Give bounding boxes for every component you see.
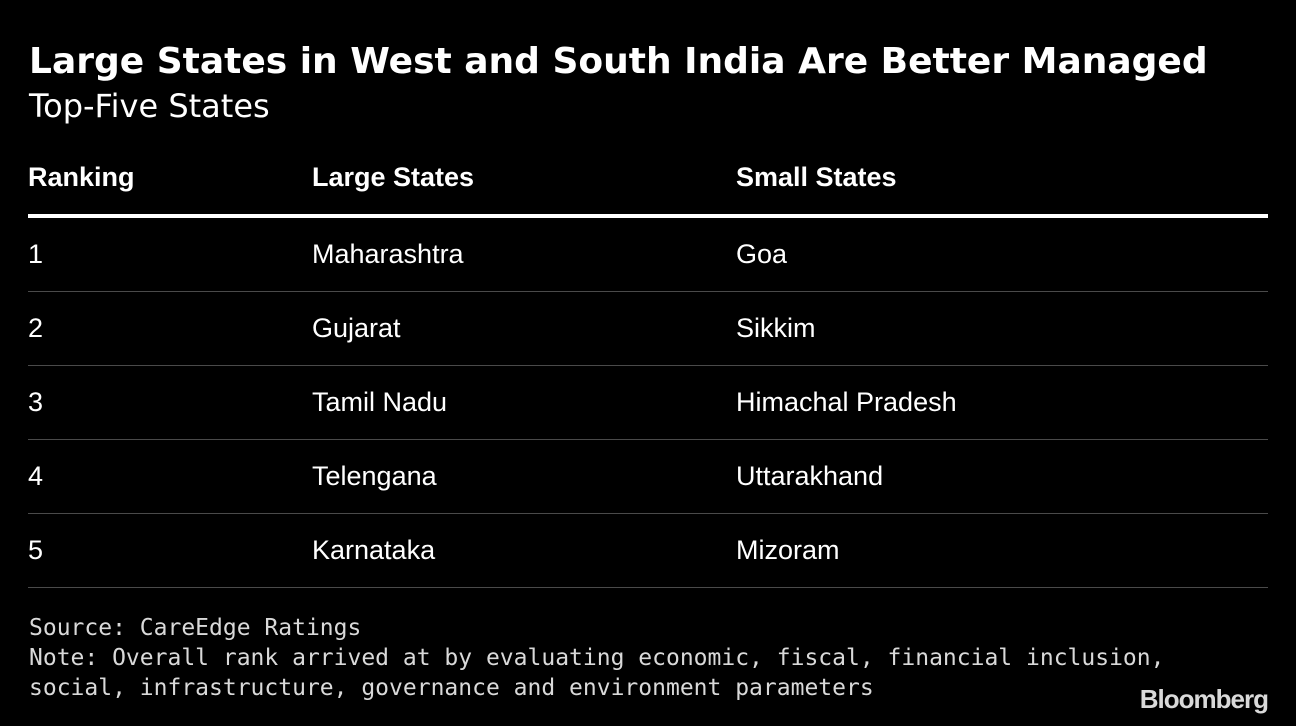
chart-title: Large States in West and South India Are… [29,41,1208,82]
large-state-cell: Karnataka [312,513,736,588]
small-state-cell: Mizoram [736,513,1268,588]
large-state-cell: Maharashtra [312,216,736,292]
chart-footer: Source: CareEdge Ratings Note: Overall r… [29,613,1164,703]
large-state-cell: Tamil Nadu [312,365,736,440]
column-header-ranking: Ranking [28,140,312,218]
methodology-note-line-2: social, infrastructure, governance and e… [29,675,874,701]
large-state-cell: Gujarat [312,291,736,366]
rank-cell: 2 [28,291,312,366]
small-state-cell: Uttarakhand [736,439,1268,514]
chart-subtitle: Top-Five States [29,87,270,125]
table-row: 1 Maharashtra Goa [28,216,1268,292]
table-row: 5 Karnataka Mizoram [28,513,1268,588]
rankings-table-container: Ranking Large States Small States 1 Maha… [28,140,1268,588]
large-state-cell: Telengana [312,439,736,514]
small-state-cell: Himachal Pradesh [736,365,1268,440]
rank-cell: 5 [28,513,312,588]
source-note: Source: CareEdge Ratings [29,615,362,641]
table-row: 3 Tamil Nadu Himachal Pradesh [28,365,1268,440]
small-state-cell: Sikkim [736,291,1268,366]
column-header-large-states: Large States [312,140,736,218]
rank-cell: 1 [28,216,312,292]
methodology-note-line-1: Note: Overall rank arrived at by evaluat… [29,645,1165,671]
table-row: 4 Telengana Uttarakhand [28,439,1268,514]
table-header-row: Ranking Large States Small States [28,140,1268,218]
rank-cell: 3 [28,365,312,440]
small-state-cell: Goa [736,216,1268,292]
rankings-table: Ranking Large States Small States 1 Maha… [28,140,1268,588]
column-header-small-states: Small States [736,140,1268,218]
bloomberg-logo: Bloomberg [1139,684,1269,714]
rank-cell: 4 [28,439,312,514]
table-row: 2 Gujarat Sikkim [28,291,1268,366]
